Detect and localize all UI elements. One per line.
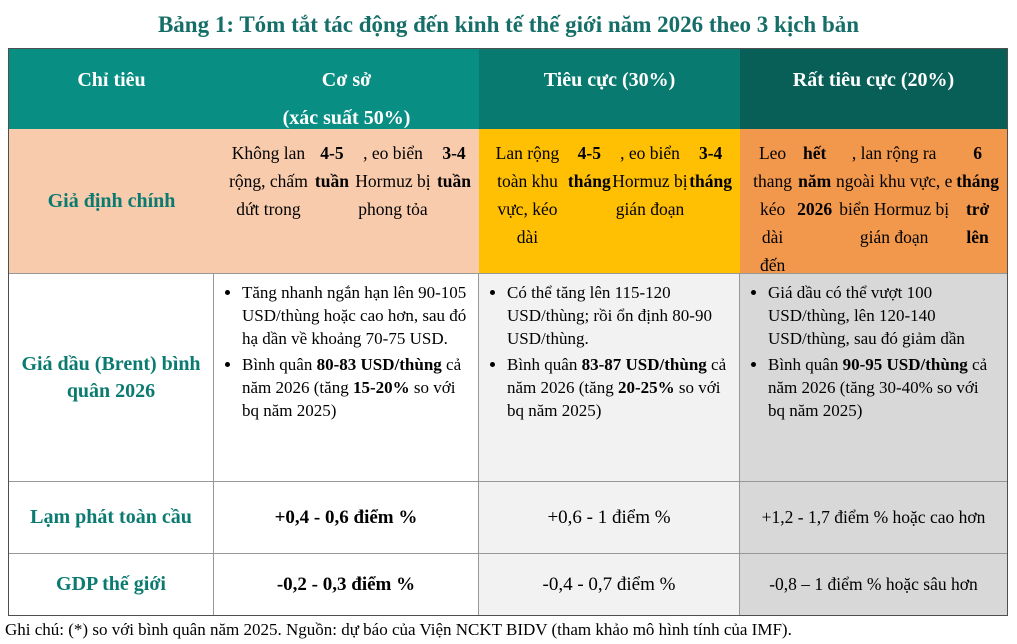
cell-inflation-negative: +0,6 - 1 điểm %	[479, 482, 740, 554]
page-title: Bảng 1: Tóm tắt tác động đến kinh tế thế…	[157, 12, 860, 37]
bullet-list: Giá dầu có thể vượt 100 USD/thùng, lên 1…	[746, 282, 999, 426]
row-label-world-gdp: GDP thế giới	[9, 554, 214, 615]
cell-assumptions-base: Không lan rộng, chấm dứt trong 4-5 tuần,…	[214, 129, 479, 274]
cell-gdp-negative: -0,4 - 0,7 điểm %	[479, 554, 740, 615]
scenario-summary-table: Chỉ tiêu Cơ sở (xác suất 50%) Tiêu cực (…	[8, 48, 1008, 616]
bullet-item: Có thể tăng lên 115-120 USD/thùng; rồi ổ…	[507, 282, 731, 351]
row-label-global-inflation: Lạm phát toàn cầu	[9, 482, 214, 554]
cell-assumptions-very-negative: Leo thang kéo dài đến hết năm 2026, lan …	[740, 129, 1007, 274]
bullet-item: Bình quân 90-95 USD/thùng cả năm 2026 (t…	[768, 354, 999, 423]
row-label-key-assumptions: Giả định chính	[9, 129, 214, 274]
header-cell-indicator: Chỉ tiêu	[9, 49, 214, 129]
cell-assumptions-negative: Lan rộng toàn khu vực, kéo dài 4-5 tháng…	[479, 129, 740, 274]
header-cell-base-scenario: Cơ sở (xác suất 50%)	[214, 49, 479, 129]
cell-oil-price-negative: Có thể tăng lên 115-120 USD/thùng; rồi ổ…	[479, 274, 740, 482]
row-label-oil-price: Giá dầu (Brent) bình quân 2026	[9, 274, 214, 482]
bullet-item: Giá dầu có thể vượt 100 USD/thùng, lên 1…	[768, 282, 999, 351]
bullet-item: Tăng nhanh ngắn hạn lên 90-105 USD/thùng…	[242, 282, 470, 351]
cell-gdp-base: -0,2 - 0,3 điểm %	[214, 554, 479, 615]
header-cell-negative-scenario: Tiêu cực (30%)	[479, 49, 740, 129]
cell-oil-price-very-negative: Giá dầu có thể vượt 100 USD/thùng, lên 1…	[740, 274, 1007, 482]
cell-gdp-very-negative: -0,8 – 1 điểm % hoặc sâu hơn	[740, 554, 1007, 615]
header-cell-very-negative-scenario: Rất tiêu cực (20%)	[740, 49, 1007, 129]
cell-inflation-very-negative: +1,2 - 1,7 điểm % hoặc cao hơn	[740, 482, 1007, 554]
bullet-item: Bình quân 80-83 USD/thùng cả năm 2026 (t…	[242, 354, 470, 423]
cell-oil-price-base: Tăng nhanh ngắn hạn lên 90-105 USD/thùng…	[214, 274, 479, 482]
bullet-item: Bình quân 83-87 USD/thùng cả năm 2026 (t…	[507, 354, 731, 423]
table-footnote: Ghi chú: (*) so với bình quân năm 2025. …	[5, 620, 792, 639]
cell-inflation-base: +0,4 - 0,6 điểm %	[214, 482, 479, 554]
bullet-list: Tăng nhanh ngắn hạn lên 90-105 USD/thùng…	[220, 282, 470, 426]
bullet-list: Có thể tăng lên 115-120 USD/thùng; rồi ổ…	[485, 282, 731, 426]
